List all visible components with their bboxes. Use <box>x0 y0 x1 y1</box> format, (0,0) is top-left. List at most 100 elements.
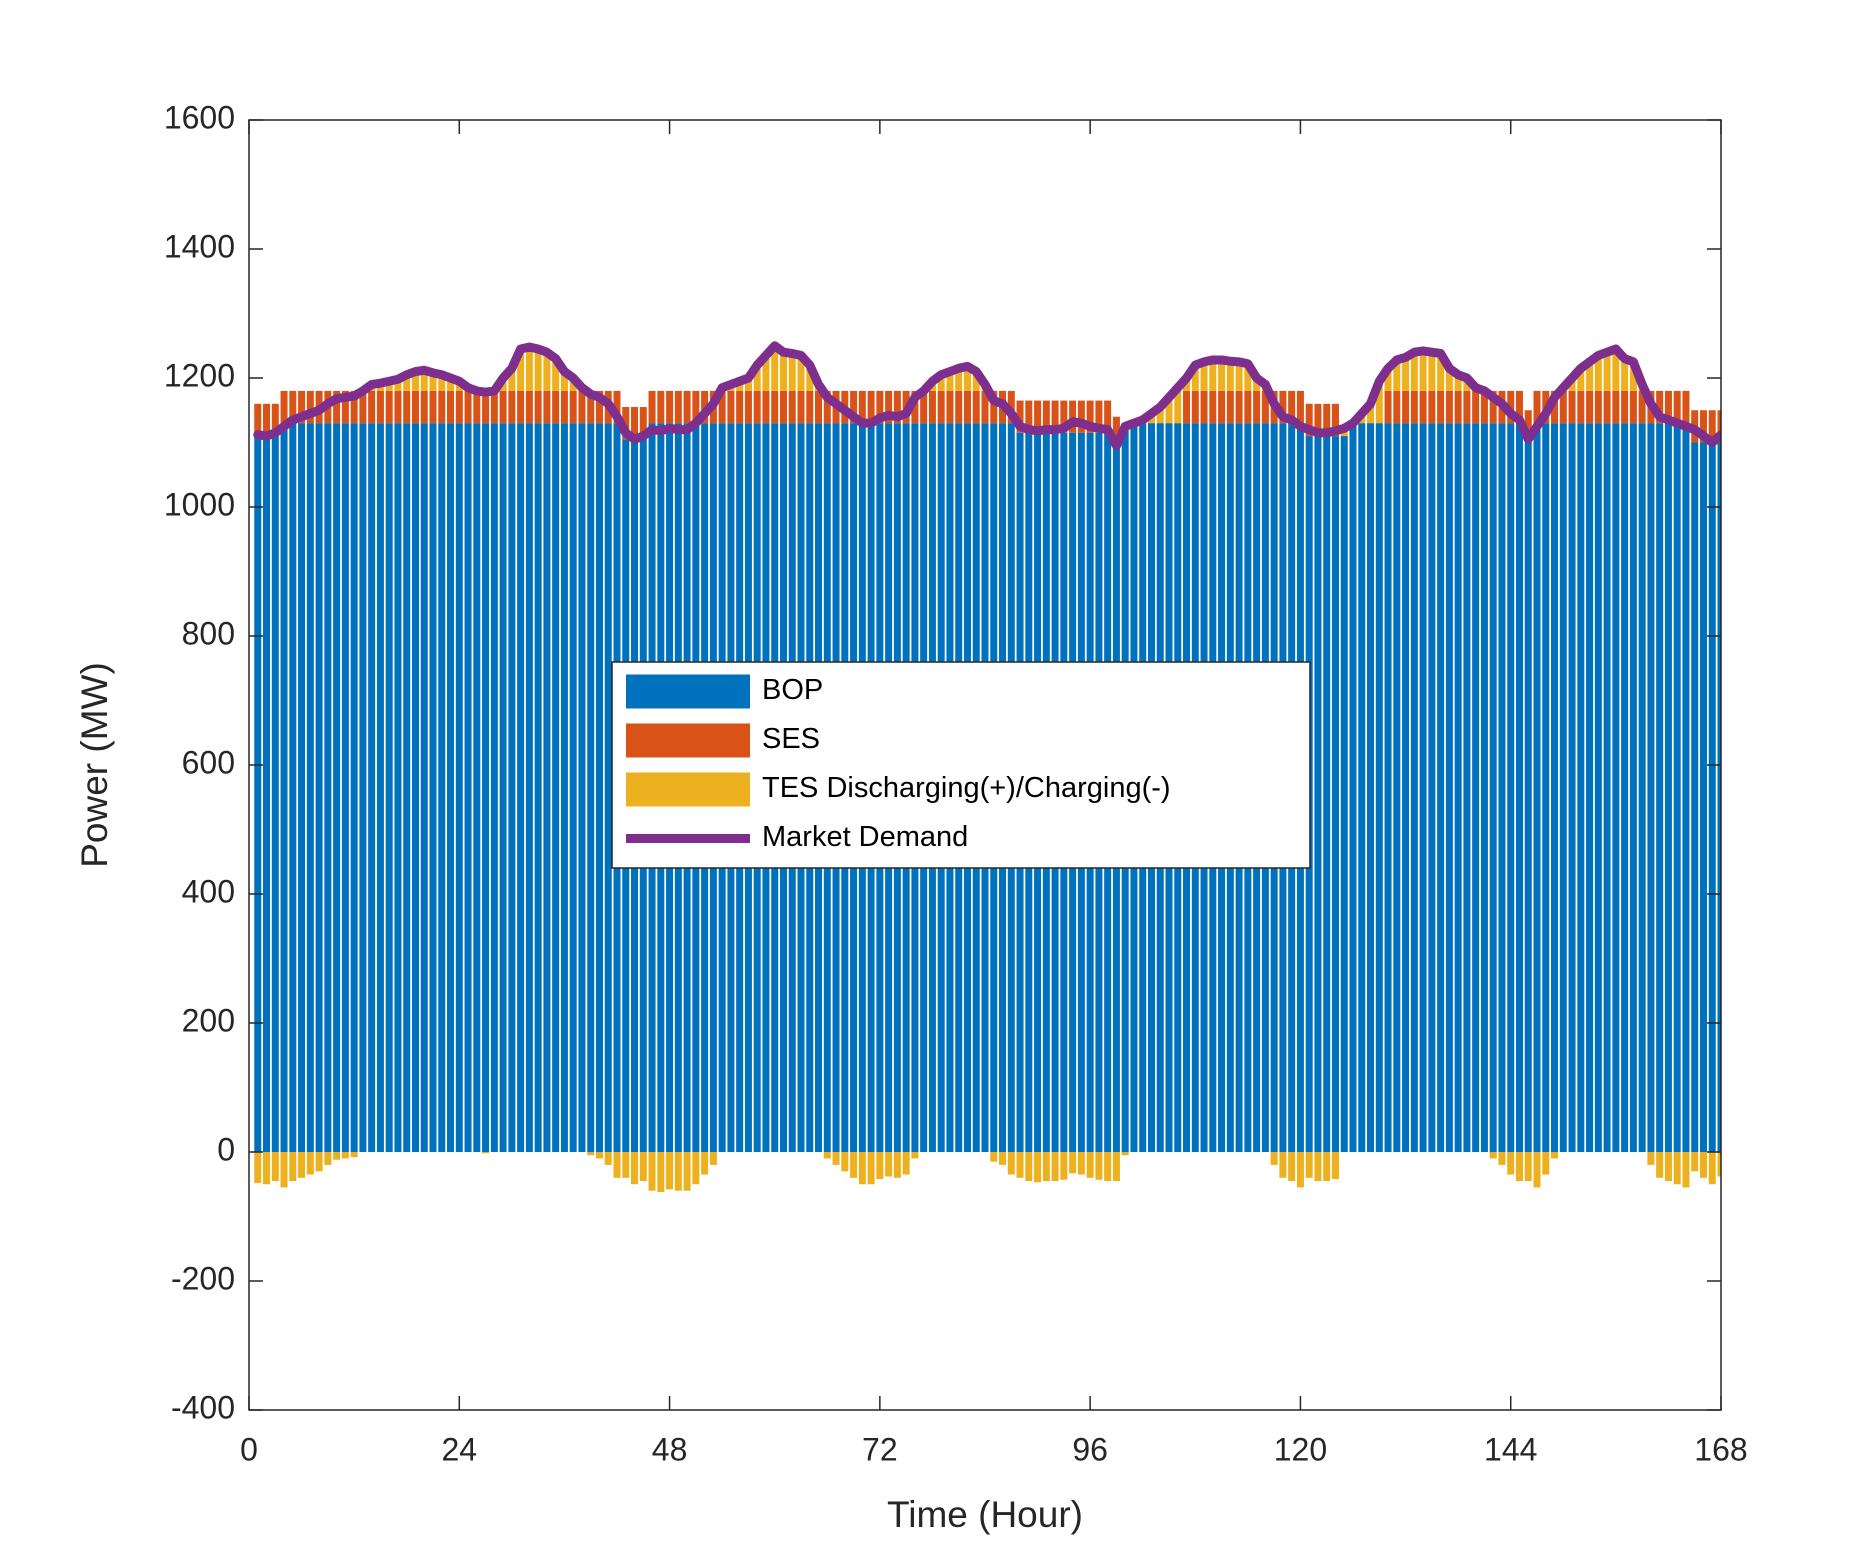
bar <box>1603 352 1611 391</box>
bar <box>1489 390 1497 424</box>
bar <box>1226 390 1234 424</box>
bar <box>1507 423 1515 1152</box>
bar <box>560 390 568 424</box>
bar <box>963 366 971 391</box>
bar <box>666 390 674 424</box>
legend-label: SES <box>762 723 820 755</box>
bar <box>1191 365 1199 391</box>
bar <box>271 436 279 1152</box>
bar <box>736 390 744 424</box>
y-tick-label: 400 <box>182 873 235 909</box>
bar <box>473 423 481 1152</box>
bar <box>850 1152 858 1178</box>
bar <box>499 423 507 1152</box>
y-tick-label: -400 <box>171 1389 235 1425</box>
y-tick-label: -200 <box>171 1260 235 1296</box>
bar <box>1664 423 1672 1152</box>
bar <box>1603 423 1611 1152</box>
bar <box>517 423 525 1152</box>
bar <box>937 390 945 424</box>
bar <box>1402 357 1410 391</box>
bar <box>858 390 866 424</box>
bar <box>289 423 297 1152</box>
bar <box>429 390 437 424</box>
bar <box>587 390 595 424</box>
bar <box>1384 368 1392 391</box>
bar <box>1235 390 1243 424</box>
bar <box>1612 348 1620 391</box>
bar <box>1349 423 1357 1152</box>
bar <box>578 423 586 1152</box>
bar <box>403 423 411 1152</box>
bar <box>411 390 419 424</box>
bar <box>788 390 796 424</box>
bar <box>1095 1152 1103 1180</box>
bar <box>1016 1152 1024 1178</box>
legend-label: Market Demand <box>762 821 968 853</box>
bar <box>1086 1152 1094 1178</box>
bar <box>534 423 542 1152</box>
bar <box>411 423 419 1152</box>
bar <box>1402 423 1410 1152</box>
bar <box>1445 390 1453 424</box>
legend-swatch <box>626 723 750 758</box>
bar <box>1594 390 1602 424</box>
bar <box>727 390 735 424</box>
bar <box>1515 1152 1523 1182</box>
bar <box>385 423 393 1152</box>
bar <box>394 423 402 1152</box>
bar <box>692 390 700 424</box>
bar <box>341 1152 349 1159</box>
bar <box>438 423 446 1152</box>
bar <box>1244 390 1252 424</box>
bar <box>1656 390 1664 424</box>
bar <box>1638 390 1646 424</box>
bar <box>1253 390 1261 424</box>
bar <box>1542 1152 1550 1175</box>
bar <box>1393 423 1401 1152</box>
bar <box>1437 423 1445 1152</box>
bar <box>350 390 358 424</box>
bar <box>1673 1152 1681 1185</box>
bar <box>289 390 297 424</box>
bar <box>1480 390 1488 424</box>
bar <box>420 423 428 1152</box>
bar <box>1077 1152 1085 1175</box>
bar <box>1156 407 1164 424</box>
demand-line <box>253 341 1721 451</box>
bar <box>429 423 437 1152</box>
bar <box>1288 1152 1296 1182</box>
bar <box>324 423 332 1152</box>
bar <box>482 390 490 424</box>
bar <box>1314 436 1322 1152</box>
bar <box>911 390 919 424</box>
bar <box>1428 423 1436 1152</box>
bar <box>867 390 875 424</box>
y-tick-label: 1400 <box>164 228 235 264</box>
bar <box>595 423 603 1152</box>
bar <box>1621 358 1629 391</box>
bar <box>376 390 384 424</box>
bar <box>569 423 577 1152</box>
bar <box>1051 400 1059 433</box>
bar <box>1629 361 1637 391</box>
bar <box>876 1152 884 1180</box>
bar <box>587 1152 595 1156</box>
bar <box>1419 350 1427 391</box>
bar <box>490 390 498 424</box>
bar <box>893 1152 901 1178</box>
bar <box>1358 423 1366 1152</box>
bar <box>858 1152 866 1185</box>
bar <box>324 1152 332 1165</box>
bar <box>1025 400 1033 433</box>
bar <box>1577 390 1585 424</box>
x-axis-label: Time (Hour) <box>887 1494 1083 1535</box>
bar <box>438 374 446 391</box>
bar <box>744 378 752 391</box>
bar <box>368 423 376 1152</box>
bar <box>499 390 507 424</box>
bar <box>1393 359 1401 391</box>
bar <box>1331 1152 1339 1180</box>
bar <box>639 1152 647 1182</box>
bar <box>744 390 752 424</box>
